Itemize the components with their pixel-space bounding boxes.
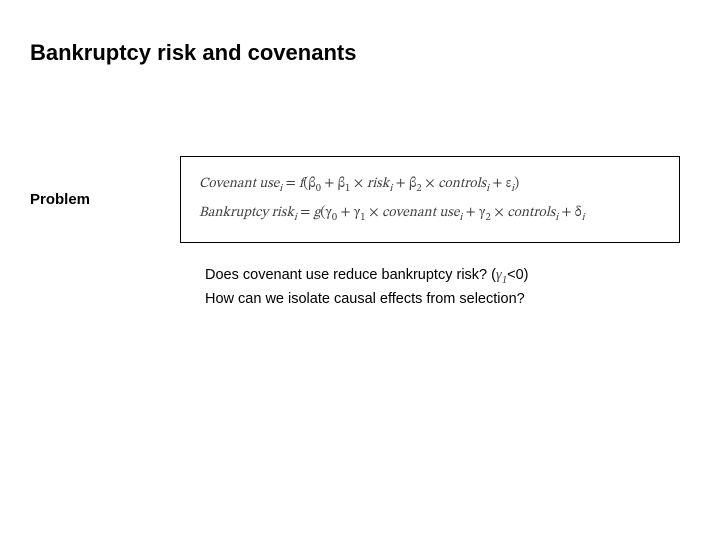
eq1-risk: risk (367, 177, 389, 191)
eq1-controls-sub: i (486, 184, 489, 194)
problem-row: Problem Covenant usei = f(β0 + β1 × risk… (30, 156, 690, 243)
eq1-b1-sub: 1 (345, 184, 350, 194)
eq1-risk-sub: i (389, 184, 392, 194)
eq2-controls-sub: i (555, 213, 558, 223)
eq2-cov: covenant use (382, 206, 459, 220)
question-2: How can we isolate causal effects from s… (205, 289, 690, 310)
equation-box: Covenant usei = f(β0 + β1 × riski + β2 ×… (180, 156, 680, 243)
q1-pre: Does covenant use reduce bankruptcy risk… (205, 267, 496, 283)
equation-2: Bankruptcy riski = g(γ0 + γ1 × covenant … (199, 200, 661, 229)
eq1-controls: controls (438, 177, 486, 191)
eq2-g0-sub: 0 (332, 213, 337, 223)
eq1-b1: β (338, 177, 345, 191)
eq2-delta: δ (575, 206, 582, 220)
slide: Bankruptcy risk and covenants Problem Co… (0, 0, 720, 540)
problem-label: Problem (30, 191, 180, 208)
eq1-eps-sub: i (511, 184, 514, 194)
eq2-lhs-sub: i (294, 213, 297, 223)
eq2-g1-sub: 1 (360, 213, 365, 223)
eq1-f: f (299, 177, 303, 191)
eq2-cov-sub: i (459, 213, 462, 223)
eq1-b0: β (308, 177, 315, 191)
eq1-b2-sub: 2 (416, 184, 421, 194)
eq1-b0-sub: 0 (316, 184, 321, 194)
q1-post: <0) (507, 267, 528, 283)
equation-1: Covenant usei = f(β0 + β1 × riski + β2 ×… (199, 171, 661, 200)
question-block: Does covenant use reduce bankruptcy risk… (205, 265, 690, 310)
eq2-g2-sub: 2 (486, 213, 491, 223)
eq2-g: g (314, 206, 321, 220)
eq1-lhs: Covenant use (199, 177, 279, 191)
eq2-lhs: Bankruptcy risk (199, 206, 294, 220)
eq2-controls: controls (507, 206, 555, 220)
question-1: Does covenant use reduce bankruptcy risk… (205, 265, 690, 289)
slide-title: Bankruptcy risk and covenants (30, 40, 690, 66)
eq2-delta-sub: i (582, 213, 585, 223)
eq1-lhs-sub: i (279, 184, 282, 194)
